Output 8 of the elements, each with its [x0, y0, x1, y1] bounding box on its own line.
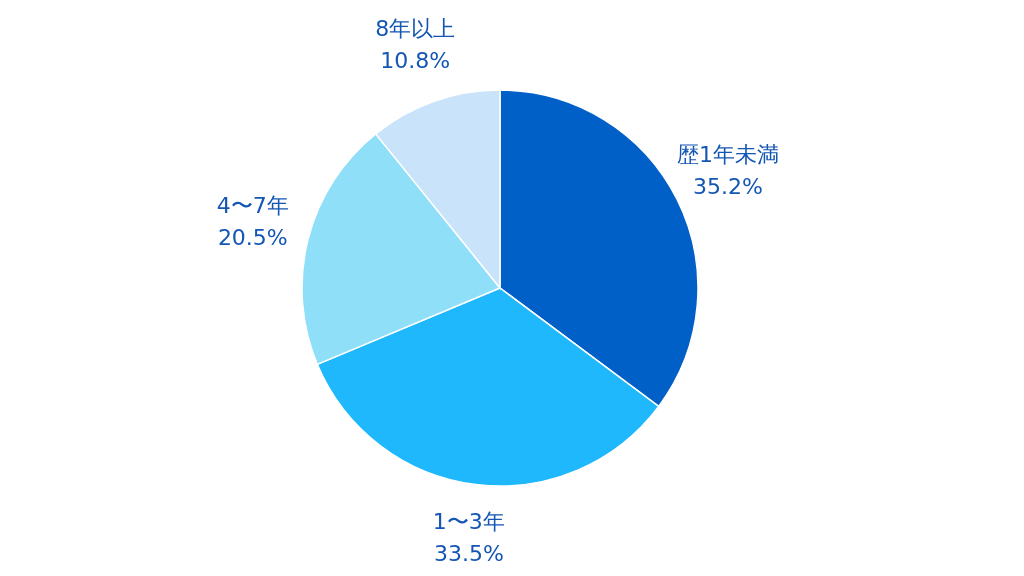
slice-label: 8年以上: [375, 15, 456, 41]
data-label: 33.5%: [433, 541, 504, 567]
slice-label: 歴1年未満: [676, 141, 779, 167]
slice-label: 4〜7年: [216, 193, 289, 219]
slice-label: 1〜3年: [432, 509, 505, 535]
data-label: 35.2%: [692, 173, 763, 199]
data-label: 10.8%: [380, 47, 451, 73]
data-label: 20.5%: [217, 225, 288, 251]
